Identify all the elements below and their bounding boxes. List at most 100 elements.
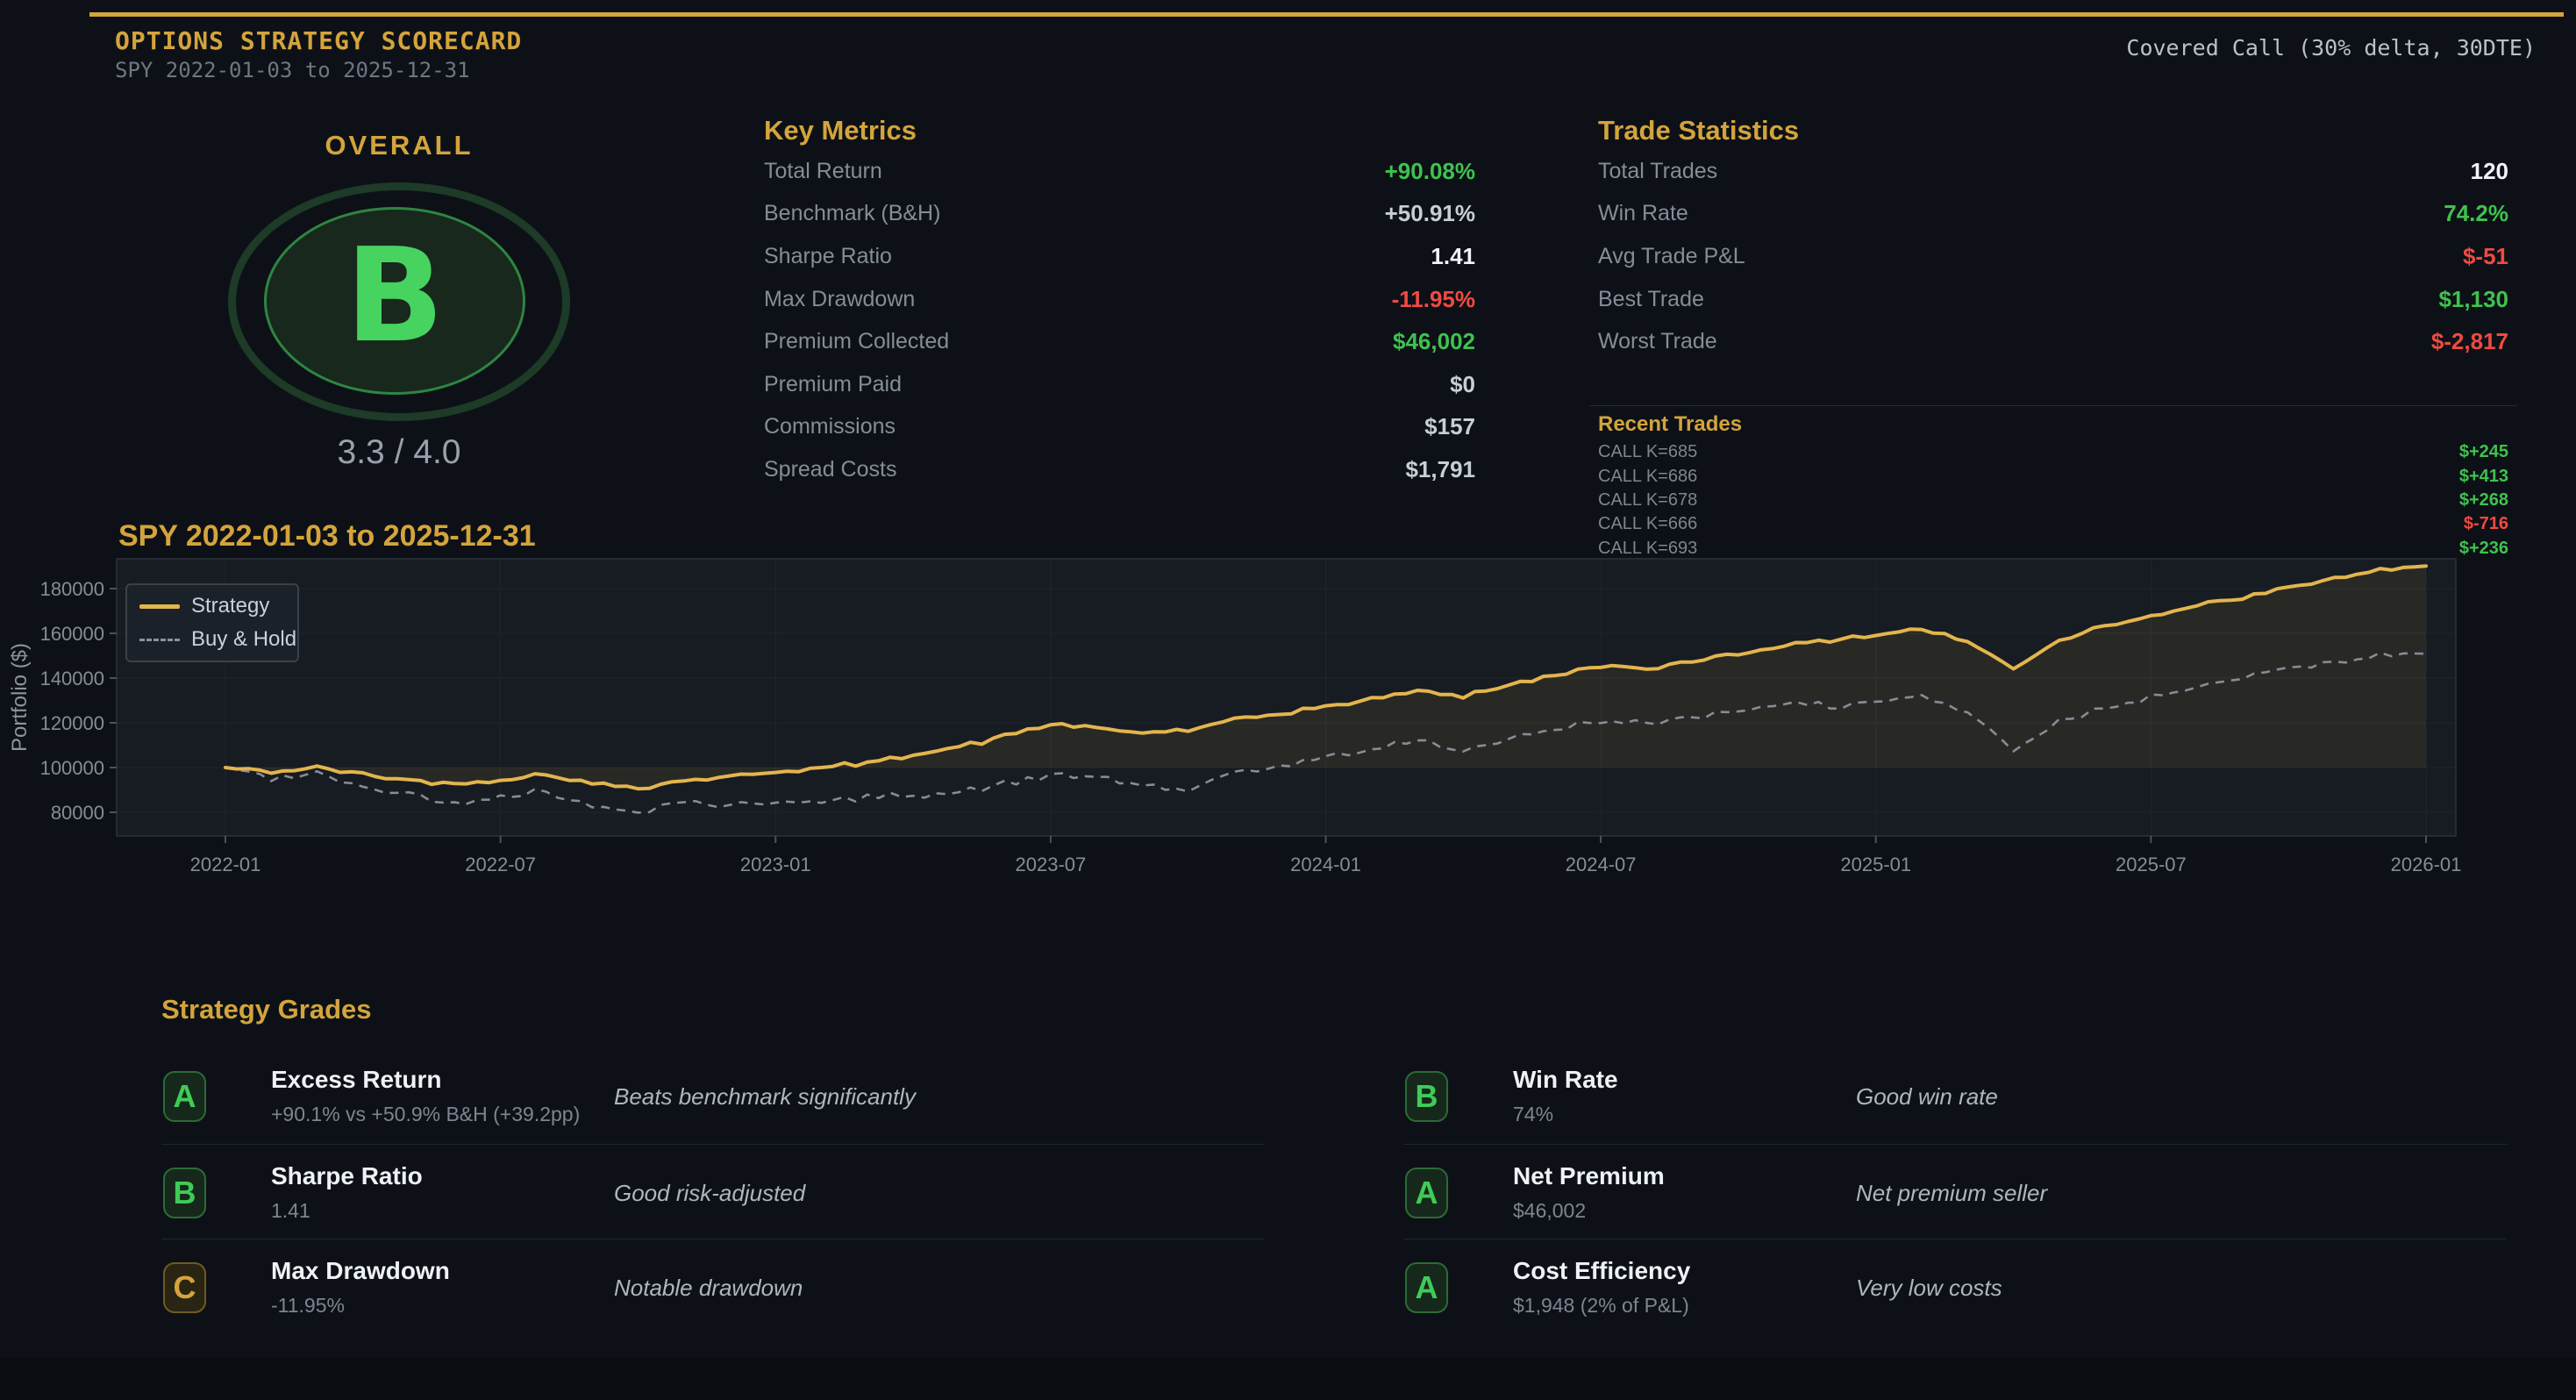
key-metric-row: Spread Costs $1,791 bbox=[764, 448, 1475, 491]
metric-value: +50.91% bbox=[1384, 200, 1475, 227]
svg-text:2024-07: 2024-07 bbox=[1566, 854, 1637, 875]
svg-text:2024-01: 2024-01 bbox=[1290, 854, 1361, 875]
grade-letter-badge: A bbox=[1405, 1262, 1448, 1313]
key-metric-row: Sharpe Ratio 1.41 bbox=[764, 235, 1475, 278]
svg-text:100000: 100000 bbox=[40, 757, 104, 779]
metric-label: Win Rate bbox=[1598, 201, 1688, 226]
grade-note: Very low costs bbox=[1856, 1275, 2002, 1301]
metric-value: $-716 bbox=[2463, 514, 2508, 534]
svg-text:2026-01: 2026-01 bbox=[2391, 854, 2462, 875]
metric-value: $1,791 bbox=[1405, 455, 1475, 482]
key-metric-row: Total Return +90.08% bbox=[764, 150, 1475, 193]
svg-text:120000: 120000 bbox=[40, 712, 104, 734]
grade-note: Net premium seller bbox=[1856, 1180, 2048, 1206]
trade-stat-row: Total Trades 120 bbox=[1598, 150, 2508, 193]
grade-detail: $46,002 bbox=[1513, 1199, 1587, 1222]
metric-label: Sharpe Ratio bbox=[764, 243, 892, 268]
trade-stat-row: Avg Trade P&L $-51 bbox=[1598, 235, 2508, 278]
recent-trade-row: CALL K=693 $+236 bbox=[1598, 537, 2508, 561]
chart-title: SPY 2022-01-03 to 2025-12-31 bbox=[118, 519, 536, 553]
page-subtitle: SPY 2022-01-03 to 2025-12-31 bbox=[115, 58, 470, 82]
trade-stat-row: Worst Trade $-2,817 bbox=[1598, 320, 2508, 363]
svg-text:140000: 140000 bbox=[40, 668, 104, 689]
legend-label-buy-hold: Buy & Hold bbox=[191, 627, 297, 651]
recent-trades-list: CALL K=685 $+245 CALL K=686 $+413 CALL K=678… bbox=[1598, 440, 2508, 561]
strategy-label: Covered Call (30% delta, 30DTE) bbox=[2126, 35, 2536, 61]
grade-card: B Win Rate 74% Good win rate bbox=[1403, 1048, 2507, 1143]
key-metric-row: Commissions $157 bbox=[764, 406, 1475, 449]
svg-text:2025-01: 2025-01 bbox=[1840, 854, 1911, 875]
legend-entry-strategy: Strategy bbox=[139, 594, 297, 618]
buy-hold-line-sample bbox=[139, 638, 180, 641]
strategy-grades-title: Strategy Grades bbox=[161, 994, 372, 1025]
svg-text:Portfolio ($): Portfolio ($) bbox=[8, 643, 32, 752]
trade-stats-list: Total Trades 120 Win Rate 74.2% Avg Trade P&… bbox=[1598, 150, 2508, 363]
recent-trade-row: CALL K=685 $+245 bbox=[1598, 440, 2508, 464]
key-metric-row: Premium Paid $0 bbox=[764, 363, 1475, 406]
recent-trade-row: CALL K=678 $+268 bbox=[1598, 489, 2508, 512]
metric-value: $+268 bbox=[2458, 489, 2508, 510]
metric-value: $157 bbox=[1424, 413, 1475, 440]
metric-label: Total Trades bbox=[1598, 158, 1718, 183]
grade-note: Notable drawdown bbox=[614, 1275, 803, 1301]
grade-title: Win Rate bbox=[1513, 1066, 1618, 1093]
grade-detail: 74% bbox=[1513, 1103, 1554, 1125]
grade-letter-badge: C bbox=[163, 1262, 206, 1313]
metric-value: $-2,817 bbox=[2430, 328, 2508, 355]
svg-text:160000: 160000 bbox=[40, 623, 104, 645]
metric-value: $+245 bbox=[2458, 442, 2508, 462]
grade-letter-badge: A bbox=[163, 1071, 206, 1122]
svg-text:2022-07: 2022-07 bbox=[465, 854, 536, 875]
grade-title: Cost Efficiency bbox=[1513, 1257, 1691, 1284]
grade-title: Excess Return bbox=[271, 1066, 442, 1093]
grade-letter-badge: B bbox=[1405, 1071, 1448, 1122]
metric-value: $+413 bbox=[2458, 466, 2508, 486]
grade-badge: B bbox=[264, 207, 525, 395]
metric-label: Max Drawdown bbox=[764, 286, 916, 311]
metric-label: Benchmark (B&H) bbox=[764, 201, 941, 226]
metric-label: CALL K=666 bbox=[1598, 514, 1698, 534]
metric-value: $1,130 bbox=[2438, 285, 2508, 312]
svg-text:80000: 80000 bbox=[51, 802, 104, 824]
metric-label: CALL K=693 bbox=[1598, 538, 1698, 558]
grade-note: Good risk-adjusted bbox=[614, 1180, 806, 1206]
grade-detail: +90.1% vs +50.9% B&H (+39.2pp) bbox=[271, 1103, 581, 1125]
metric-value: $+236 bbox=[2458, 538, 2508, 558]
svg-text:2023-07: 2023-07 bbox=[1016, 854, 1087, 875]
overall-score: 3.3 / 4.0 bbox=[337, 433, 461, 471]
grade-card: A Net Premium $46,002 Net premium seller bbox=[1403, 1144, 2507, 1239]
grade-detail: $1,948 (2% of P&L) bbox=[1513, 1294, 1689, 1317]
metric-label: Worst Trade bbox=[1598, 329, 1717, 354]
metric-label: Avg Trade P&L bbox=[1598, 243, 1745, 268]
grade-detail: 1.41 bbox=[271, 1199, 310, 1222]
legend-entry-buy-hold: Buy & Hold bbox=[139, 627, 297, 652]
trade-stats-title: Trade Statistics bbox=[1598, 115, 1800, 146]
metric-value: +90.08% bbox=[1384, 157, 1475, 184]
metric-value: $0 bbox=[1450, 370, 1475, 397]
bottom-strip bbox=[0, 1358, 2576, 1400]
top-accent-bar bbox=[89, 12, 2564, 17]
overall-grade-letter: B bbox=[345, 220, 445, 371]
grade-card: A Excess Return +90.1% vs +50.9% B&H (+39.… bbox=[161, 1048, 1265, 1143]
metric-label: Total Return bbox=[764, 158, 882, 183]
metric-value: 120 bbox=[2470, 157, 2508, 184]
key-metric-row: Benchmark (B&H) +50.91% bbox=[764, 193, 1475, 236]
metric-label: CALL K=686 bbox=[1598, 466, 1698, 486]
svg-text:2025-07: 2025-07 bbox=[2116, 854, 2187, 875]
svg-text:2022-01: 2022-01 bbox=[190, 854, 261, 875]
svg-text:180000: 180000 bbox=[40, 578, 104, 600]
grade-badge-outer-ring bbox=[228, 182, 570, 421]
key-metrics-list: Total Return +90.08% Benchmark (B&H) +50.91… bbox=[764, 150, 1475, 491]
metric-label: Premium Paid bbox=[764, 371, 902, 396]
metric-label: Spread Costs bbox=[764, 456, 897, 482]
grade-card: A Cost Efficiency $1,948 (2% of P&L) Very l… bbox=[1403, 1239, 2507, 1334]
key-metric-row: Premium Collected $46,002 bbox=[764, 320, 1475, 363]
metric-label: Commissions bbox=[764, 414, 896, 439]
metric-value: -11.95% bbox=[1391, 285, 1475, 312]
recent-trades-title: Recent Trades bbox=[1598, 412, 1743, 436]
recent-trade-row: CALL K=666 $-716 bbox=[1598, 512, 2508, 536]
recent-trade-row: CALL K=686 $+413 bbox=[1598, 464, 2508, 488]
trade-stat-row: Win Rate 74.2% bbox=[1598, 193, 2508, 236]
metric-value: 1.41 bbox=[1431, 242, 1475, 269]
equity-curve-chart: 2022-01 2022-07 2023-01 2023-07 2024-01 2024-… bbox=[8, 558, 2462, 875]
